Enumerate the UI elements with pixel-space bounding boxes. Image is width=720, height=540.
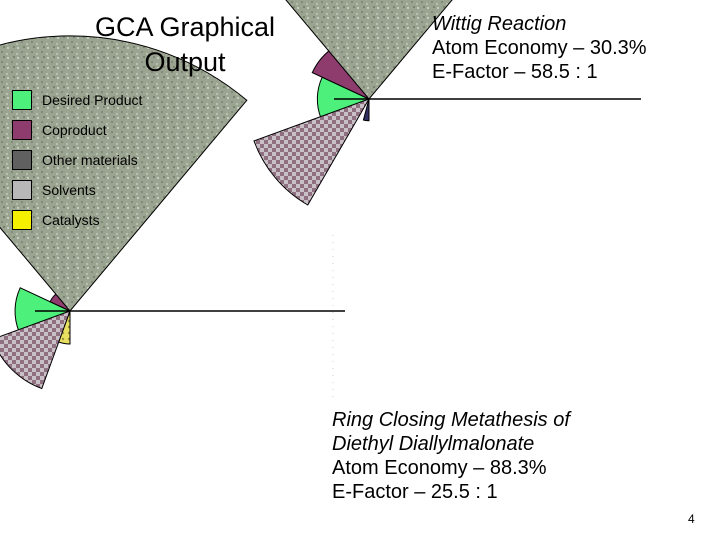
wittig-reaction-chart — [253, 0, 641, 206]
legend-swatch — [12, 210, 32, 230]
legend-swatch — [12, 90, 32, 110]
sector-solvents — [285, 0, 453, 100]
legend-label: Coproduct — [42, 122, 107, 138]
legend-swatch — [12, 120, 32, 140]
sector-other-materials — [362, 98, 370, 122]
sector-solvents — [0, 35, 248, 312]
page-title-line1: GCA Graphical — [94, 12, 276, 42]
wittig-caption: Wittig Reaction Atom Economy – 30.3% E-F… — [432, 12, 647, 84]
page-title-line2: Output — [144, 47, 226, 77]
rcm-reaction-name-line1: Ring Closing Metathesis of — [332, 409, 570, 431]
legend-swatch — [12, 180, 32, 200]
page-title: GCA Graphical Output — [60, 10, 310, 80]
rcm-atom-economy: Atom Economy – 88.3% — [332, 457, 547, 479]
legend-label: Solvents — [42, 182, 96, 198]
legend-swatch — [12, 150, 32, 170]
rcm-e-factor: E-Factor – 25.5 : 1 — [332, 481, 498, 503]
rcm-caption: Ring Closing Metathesis of Diethyl Diall… — [332, 408, 570, 504]
legend-item-other-materials: Other materials — [12, 150, 232, 170]
legend-label: Other materials — [42, 152, 138, 168]
wittig-reaction-name: Wittig Reaction — [432, 13, 567, 35]
wittig-atom-economy: Atom Economy – 30.3% — [432, 37, 647, 59]
legend-item-solvents: Solvents — [12, 180, 232, 200]
rcm-reaction-name-line2: Diethyl Diallylmalonate — [332, 433, 535, 455]
legend-label: Catalysts — [42, 212, 100, 228]
page-number: 4 — [688, 512, 695, 526]
sector-solvents — [0, 310, 71, 390]
legend-item-catalysts: Catalysts — [12, 210, 232, 230]
legend-item-desired-product: Desired Product — [12, 90, 232, 110]
sector-solvents — [253, 98, 371, 206]
wittig-e-factor: E-Factor – 58.5 : 1 — [432, 61, 598, 83]
legend-label: Desired Product — [42, 92, 143, 108]
rcm-chart — [0, 35, 345, 390]
legend-item-coproduct: Coproduct — [12, 120, 232, 140]
